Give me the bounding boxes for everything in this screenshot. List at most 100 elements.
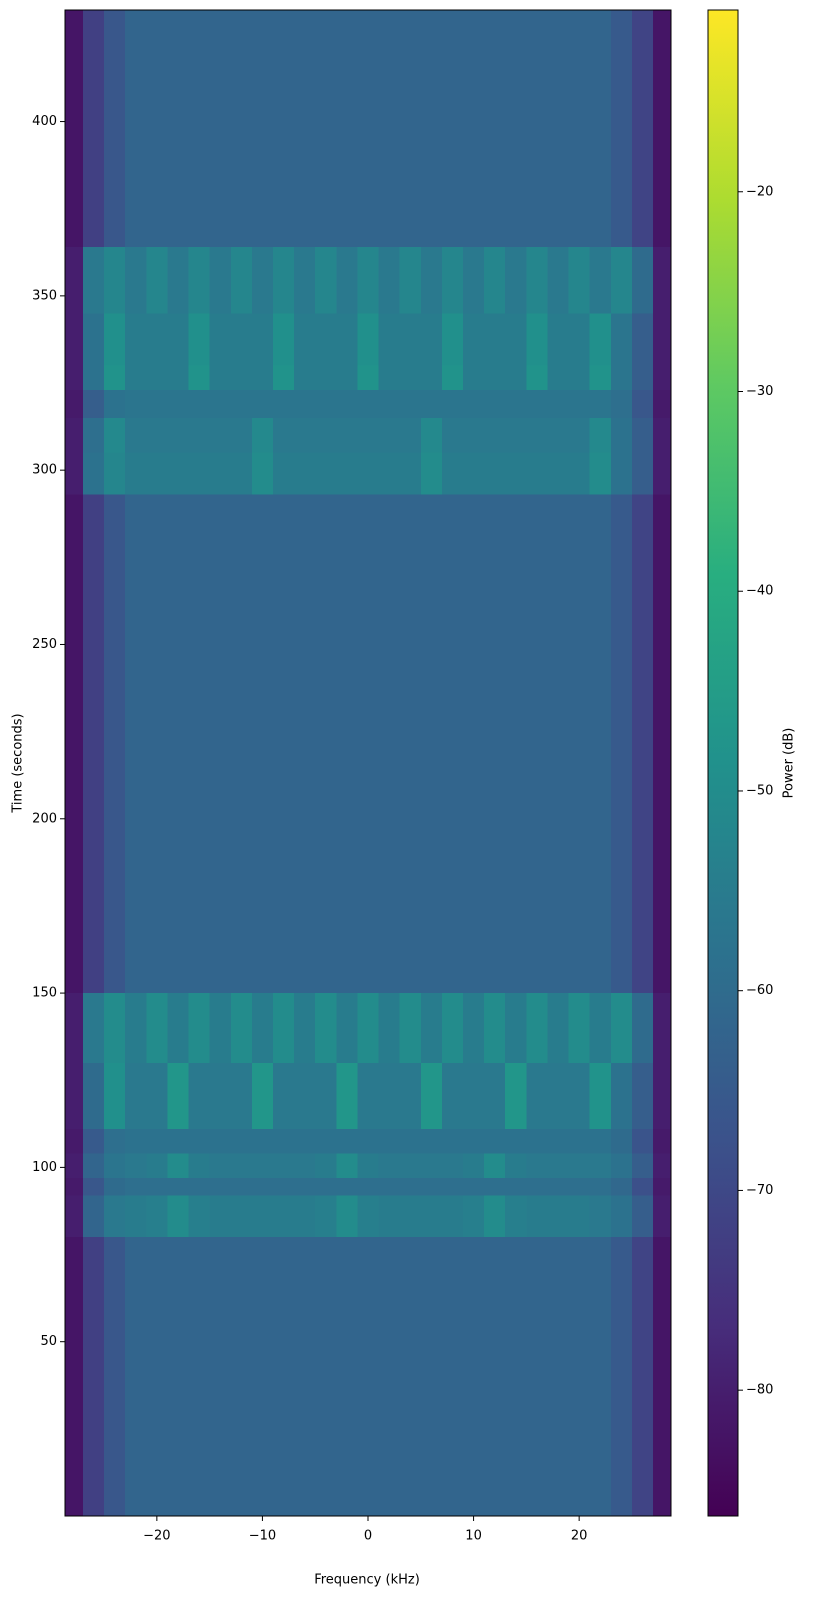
heatmap-cell	[505, 993, 527, 1063]
heatmap-cell	[631, 313, 654, 366]
heatmap-cell	[378, 1195, 400, 1238]
heatmap-cell	[230, 494, 252, 994]
heatmap-cell	[631, 10, 654, 248]
x-axis-label: Frequency (kHz)	[314, 1573, 420, 1588]
heatmap-cell	[420, 247, 442, 314]
heatmap-cell	[610, 247, 632, 314]
heatmap-cell	[82, 389, 105, 418]
heatmap-cell	[167, 1195, 189, 1238]
heatmap-cell	[188, 1195, 210, 1238]
heatmap-cell	[146, 1237, 168, 1516]
heatmap-cell	[441, 494, 464, 994]
heatmap-cell	[484, 313, 506, 366]
heatmap-cell	[505, 452, 527, 495]
heatmap-cell	[167, 1062, 189, 1130]
heatmap-cell	[653, 365, 671, 390]
heatmap-cell	[272, 1062, 295, 1130]
heatmap-cell	[188, 417, 210, 453]
heatmap-cell	[631, 1129, 654, 1154]
heatmap-cell	[146, 1177, 168, 1196]
heatmap-cell	[568, 313, 590, 366]
heatmap-cell	[653, 494, 671, 994]
heatmap-cell	[441, 1237, 464, 1516]
heatmap-cell	[125, 417, 147, 453]
heatmap-cell	[167, 993, 189, 1063]
heatmap-cell	[526, 389, 548, 418]
heatmap-cell	[188, 494, 210, 994]
heatmap-cell	[272, 494, 295, 994]
heatmap-cell	[653, 389, 671, 418]
heatmap-cell	[336, 452, 358, 495]
heatmap-cell	[294, 1129, 316, 1154]
heatmap-cell	[399, 452, 421, 495]
heatmap-cell	[631, 1195, 654, 1238]
heatmap-cell	[568, 417, 590, 453]
heatmap-cell	[589, 1177, 611, 1196]
heatmap-cell	[463, 389, 485, 418]
heatmap-cell	[505, 1195, 527, 1238]
heatmap-cell	[188, 993, 210, 1063]
heatmap-cell	[526, 993, 548, 1063]
heatmap-cell	[315, 1153, 337, 1178]
heatmap-cell	[294, 365, 316, 390]
heatmap-cell	[230, 993, 252, 1063]
x-tick-label: 10	[465, 1529, 482, 1544]
y-tick-label: 400	[32, 114, 57, 129]
heatmap-cell	[251, 365, 273, 390]
heatmap-cell	[568, 494, 590, 994]
heatmap-cell	[104, 1177, 126, 1196]
heatmap-cell	[146, 1062, 168, 1130]
heatmap-cell	[125, 389, 147, 418]
heatmap-cell	[209, 452, 231, 495]
heatmap-cell	[65, 1129, 83, 1154]
heatmap-cell	[441, 1153, 464, 1178]
heatmap-cell	[167, 389, 189, 418]
heatmap-cell	[125, 1062, 147, 1130]
heatmap-cell	[167, 417, 189, 453]
heatmap-cell	[315, 247, 337, 314]
heatmap-cell	[526, 365, 548, 390]
heatmap-cell	[610, 10, 632, 248]
heatmap-cell	[526, 1237, 548, 1516]
heatmap-cell	[336, 313, 358, 366]
heatmap-cell	[420, 1195, 442, 1238]
heatmap-cell	[505, 10, 527, 248]
heatmap-cell	[631, 1153, 654, 1178]
y-tick-label: 300	[32, 463, 57, 478]
heatmap-cell	[65, 452, 83, 495]
heatmap-cell	[441, 1129, 464, 1154]
colorbar-tick-label: −50	[746, 783, 773, 798]
heatmap-cell	[336, 1195, 358, 1238]
heatmap-cell	[653, 1062, 671, 1130]
heatmap-cell	[167, 365, 189, 390]
heatmap-cell	[526, 452, 548, 495]
heatmap-cell	[568, 1153, 590, 1178]
heatmap-cell	[167, 313, 189, 366]
heatmap-cell	[125, 247, 147, 314]
heatmap-cell	[526, 417, 548, 453]
heatmap-cell	[589, 452, 611, 495]
heatmap-cell	[399, 494, 421, 994]
heatmap-cell	[146, 10, 168, 248]
heatmap-cell	[631, 365, 654, 390]
heatmap-cell	[484, 247, 506, 314]
heatmap-cell	[251, 1237, 273, 1516]
heatmap-cell	[399, 10, 421, 248]
heatmap-cell	[547, 494, 569, 994]
heatmap-cell	[65, 1153, 83, 1178]
heatmap-cell	[589, 313, 611, 366]
heatmap-cell	[399, 417, 421, 453]
heatmap-cell	[272, 417, 295, 453]
heatmap-cell	[441, 247, 464, 314]
heatmap-cell	[378, 10, 400, 248]
heatmap-cell	[294, 494, 316, 994]
heatmap-cell	[251, 1195, 273, 1238]
heatmap-cell	[631, 993, 654, 1063]
heatmap-cell	[315, 10, 337, 248]
y-tick-label: 150	[32, 986, 57, 1001]
heatmap-cell	[104, 1062, 126, 1130]
heatmap-cell	[610, 1177, 632, 1196]
heatmap-cell	[463, 417, 485, 453]
heatmap-cell	[505, 1062, 527, 1130]
